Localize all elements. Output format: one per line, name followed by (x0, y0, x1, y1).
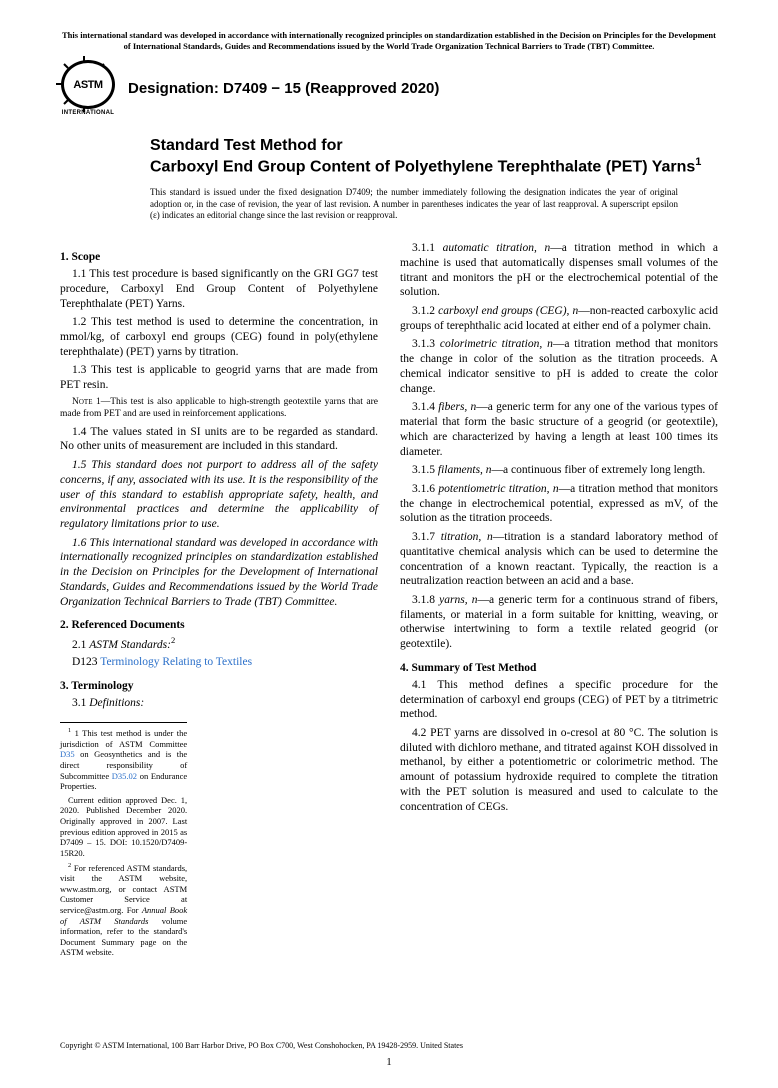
designation: Designation: D7409 − 15 (Reapproved 2020… (128, 80, 439, 97)
para-3-1-2: 3.1.2 carboxyl end groups (CEG), n—non-r… (400, 304, 718, 333)
section-2-heading: 2. Referenced Documents (60, 619, 378, 631)
section-3-heading: 3. Terminology (60, 680, 378, 692)
para-3-1-1: 3.1.1 automatic titration, n—a titration… (400, 241, 718, 300)
para-2-1-text: ASTM Standards: (89, 639, 171, 651)
para-1-6: 1.6 This international standard was deve… (60, 536, 378, 610)
footnote-2: 2 For referenced ASTM standards, visit t… (60, 862, 187, 958)
title-block: Standard Test Method for Carboxyl End Gr… (150, 136, 718, 177)
para-4-2: 4.2 PET yarns are dissolved in o-cresol … (400, 726, 718, 814)
footnote-1b: Current edition approved Dec. 1, 2020. P… (60, 795, 187, 859)
ref-d123: D123 Terminology Relating to Textiles (60, 655, 378, 670)
page-number: 1 (60, 1056, 718, 1068)
column-left: 1. Scope 1.1 This test procedure is base… (60, 241, 378, 961)
ref-d123-code: D123 (72, 656, 100, 668)
para-3-1-4: 3.1.4 fibers, n—a generic term for any o… (400, 400, 718, 459)
para-3-1-8: 3.1.8 yarns, n—a generic term for a cont… (400, 593, 718, 652)
note-1-label: Note 1— (72, 397, 110, 407)
para-1-2: 1.2 This test method is used to determin… (60, 315, 378, 359)
note-1: Note 1—This test is also applicable to h… (60, 397, 378, 421)
para-3-1-5: 3.1.5 filaments, n—a continuous fiber of… (400, 463, 718, 478)
footnote-1-link-d35[interactable]: D35 (60, 749, 75, 759)
body-columns: 1. Scope 1.1 This test procedure is base… (60, 241, 718, 961)
para-1-5: 1.5 This standard does not purport to ad… (60, 458, 378, 532)
title-main-text: Carboxyl End Group Content of Polyethyle… (150, 158, 695, 175)
footnote-1: 1 1 This test method is under the jurisd… (60, 727, 187, 792)
para-3-1-7: 3.1.7 titration, n—titration is a standa… (400, 530, 718, 589)
footnote-1-link-d3502[interactable]: D35.02 (112, 771, 137, 781)
page: This international standard was develope… (0, 0, 778, 1088)
ref-d123-link[interactable]: Terminology Relating to Textiles (100, 656, 252, 668)
copyright: Copyright © ASTM International, 100 Barr… (60, 1041, 718, 1050)
para-1-1: 1.1 This test procedure is based signifi… (60, 267, 378, 311)
footnotes: 1 1 This test method is under the jurisd… (60, 722, 187, 958)
top-notice: This international standard was develope… (60, 30, 718, 52)
issuance-note: This standard is issued under the fixed … (150, 187, 678, 221)
para-3-1: 3.1 3.1 Definitions:Definitions: (60, 696, 378, 711)
para-2-1: 2.1 ASTM Standards:2 (60, 635, 378, 653)
title-superscript: 1 (695, 156, 701, 168)
title-pre: Standard Test Method for (150, 136, 718, 156)
astm-logo: ASTM INTERNATIONAL (60, 60, 116, 116)
header-row: ASTM INTERNATIONAL Designation: D7409 − … (60, 60, 718, 116)
para-2-1-num: 2.1 (72, 639, 89, 651)
para-2-1-sup: 2 (171, 635, 175, 645)
column-right: 3.1.1 automatic titration, n—a titration… (400, 241, 718, 961)
section-4-heading: 4. Summary of Test Method (400, 662, 718, 674)
logo-circle: ASTM (61, 60, 115, 109)
para-4-1: 4.1 This method defines a specific proce… (400, 678, 718, 722)
para-1-3: 1.3 This test is applicable to geogrid y… (60, 363, 378, 392)
para-1-4: 1.4 The values stated in SI units are to… (60, 425, 378, 454)
section-1-heading: 1. Scope (60, 251, 378, 263)
para-3-1-3: 3.1.3 colorimetric titration, n—a titrat… (400, 337, 718, 396)
title-main: Carboxyl End Group Content of Polyethyle… (150, 156, 718, 177)
para-3-1-6: 3.1.6 potentiometric titration, n—a titr… (400, 482, 718, 526)
